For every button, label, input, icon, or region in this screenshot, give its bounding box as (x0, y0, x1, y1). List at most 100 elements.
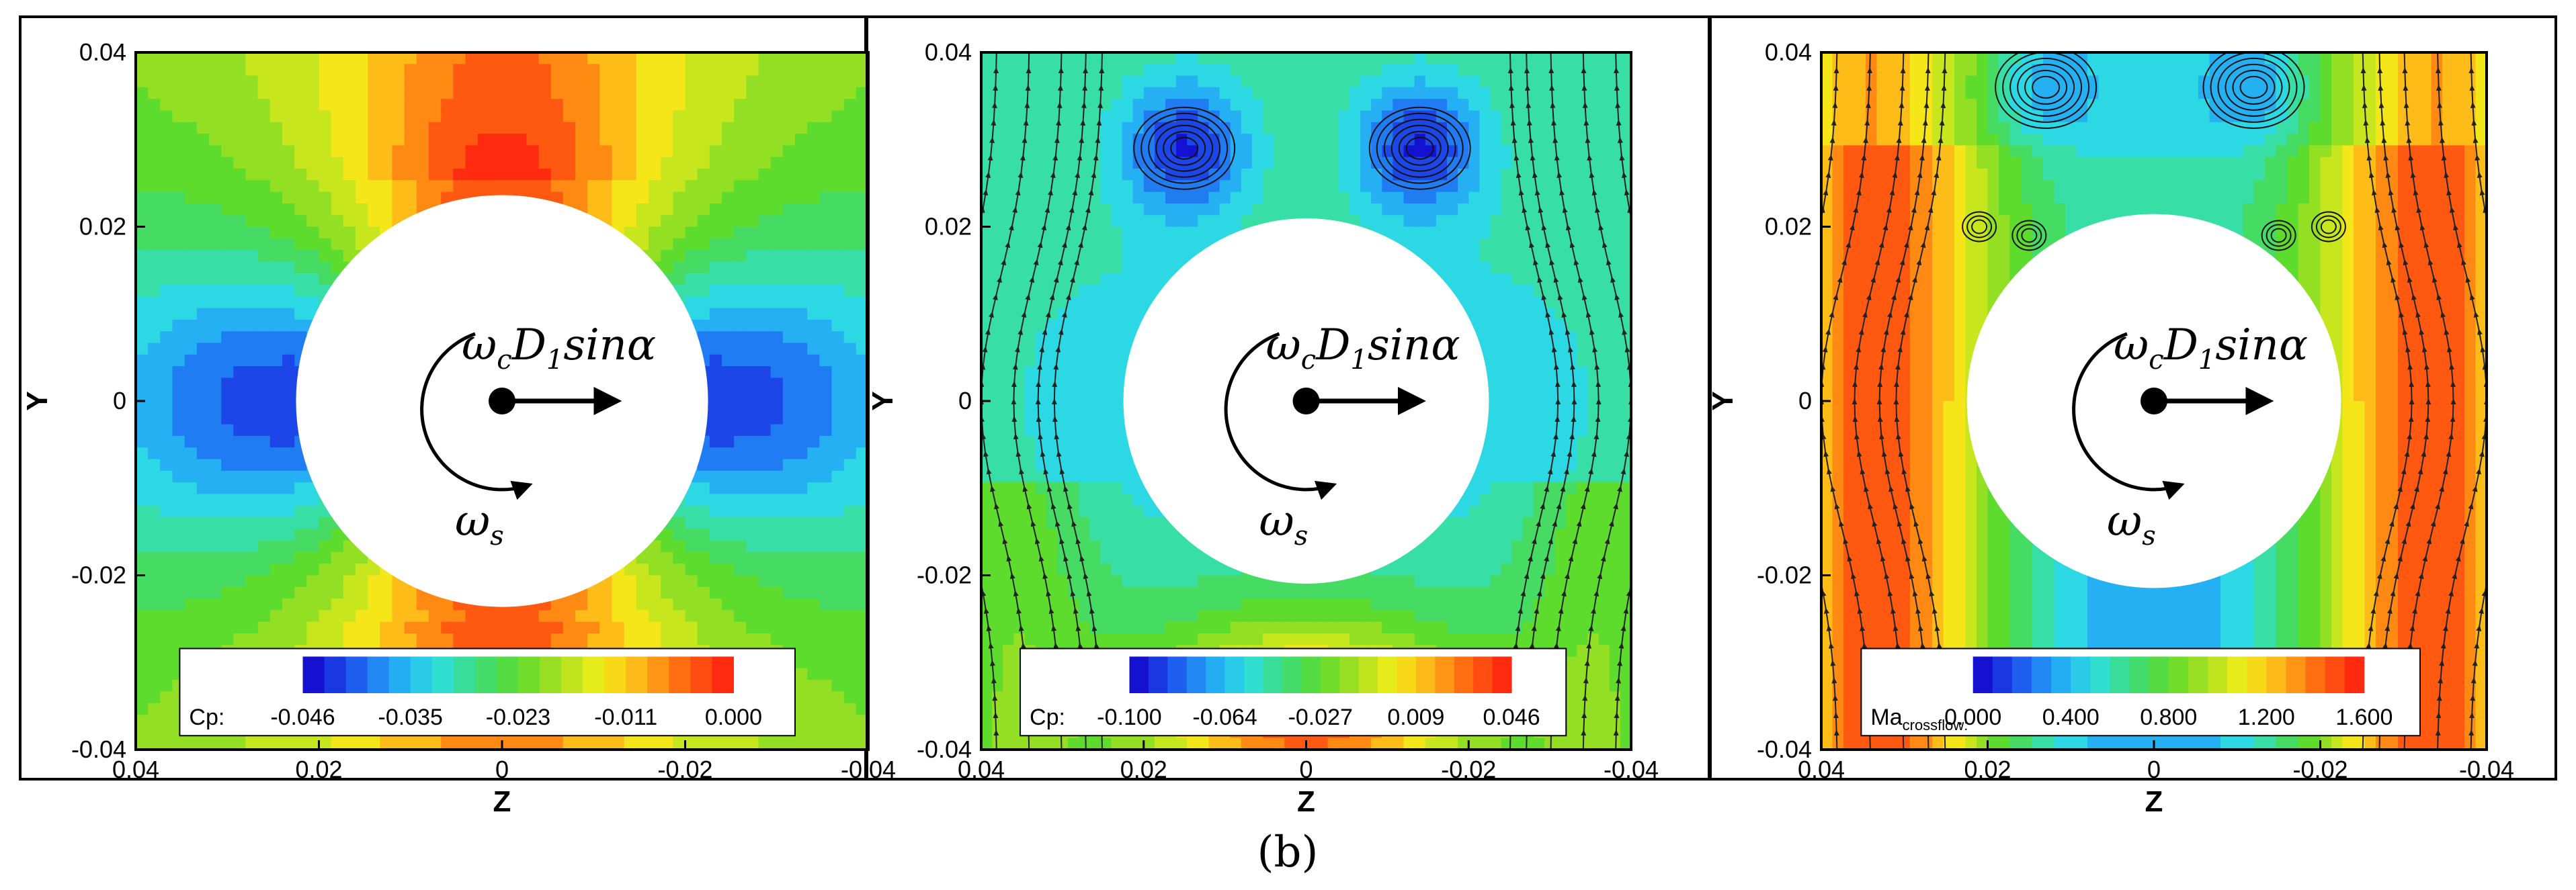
y-tick-label: 0.04 (1765, 38, 1812, 66)
x-tick-label: -0.02 (2292, 756, 2348, 783)
colorbar-swatch (2090, 656, 2110, 693)
vortex-contour (2232, 69, 2276, 105)
streamline (1507, 52, 1561, 750)
colorbar-swatch (2286, 656, 2307, 693)
spin-label: ωs (455, 496, 504, 551)
colorbar-swatch (2344, 656, 2365, 693)
colorbar-legend: Cp: -0.046 -0.035 -0.023 -0.011 0.000 (179, 648, 796, 737)
vortex-contour (2225, 63, 2283, 111)
motion-annotation: ωcD1sinα ωs (420, 320, 656, 551)
colorbar-swatch (712, 656, 734, 693)
colorbar-swatch (1263, 656, 1283, 693)
spin-arrow (1224, 332, 1337, 500)
colorbar-swatch (2227, 656, 2247, 693)
x-tick-label: 0.02 (295, 756, 342, 783)
colorbar-swatch (2266, 656, 2286, 693)
colorbar-swatch (302, 656, 325, 693)
streamlines (1821, 52, 2487, 750)
secondary-vortex (2261, 220, 2296, 251)
colorbar-swatch (2247, 656, 2267, 693)
velocity-label: ωcD1sinα (2114, 320, 2308, 375)
secondary-vortex (2315, 215, 2341, 238)
secondary-vortex (1966, 215, 1993, 238)
secondary-vortex (2016, 224, 2042, 247)
streamline (1821, 52, 1873, 750)
vortex-contour (1133, 106, 1236, 190)
y-tick-label: 0 (113, 387, 126, 414)
y-tick-label: -0.02 (1757, 562, 1812, 589)
y-tick-label: -0.02 (71, 562, 126, 589)
x-tick-label: 0 (2147, 756, 2161, 783)
y-tick-label: -0.04 (71, 736, 126, 763)
colorbar-swatch (410, 656, 433, 693)
x-tick-label: -0.02 (1441, 756, 1496, 783)
spin-arrow (420, 332, 533, 500)
colorbar-tick-label: -0.023 (486, 705, 550, 730)
colorbar-swatch (1435, 656, 1455, 693)
colorbar-swatch (2325, 656, 2345, 693)
colorbar-title: Cp: (1030, 705, 1065, 730)
secondary-vortex (2311, 211, 2346, 242)
y-tick-label: 0.04 (925, 38, 972, 66)
vortex-contour (2239, 75, 2268, 99)
colorbar-swatch (690, 656, 712, 693)
colorbar-swatch (1282, 656, 1302, 693)
vortex-contour (1368, 106, 1471, 190)
colorbar-swatch (2011, 656, 2032, 693)
colorbar-tick-label: 1.200 (2238, 705, 2295, 730)
colorbar-swatch (669, 656, 691, 693)
colorbar-swatch (1206, 656, 1226, 693)
vortex-contour (2002, 52, 2090, 123)
colorbar-swatch (1454, 656, 1474, 693)
colorbar-swatch (1167, 656, 1188, 693)
vortex-contour (2009, 57, 2083, 117)
chart-panel-1: 0.04 0.02 0 -0.02 -0.040.040.020-0.02-0.04ZY… (19, 15, 896, 818)
secondary-vortex (1962, 211, 1997, 242)
colorbar-swatch (1244, 656, 1263, 693)
colorbar-legend: Cp: -0.100 -0.064 -0.027 0.009 0.046 (1020, 648, 1567, 737)
chart-panel-2: 0.04 0.02 0 -0.02 -0.040.040.020-0.02-0.04ZY… (866, 15, 1710, 818)
colorbar-swatch (647, 656, 669, 693)
colorbar-swatch (517, 656, 540, 693)
colorbar-tick-label: -0.064 (1192, 705, 1257, 730)
y-tick-label: -0.02 (917, 562, 972, 589)
vortex-contour (2017, 63, 2075, 111)
y-tick-label: 0.04 (79, 38, 126, 66)
vortex-contour (2032, 75, 2061, 99)
colorbar-tick-label: -0.035 (378, 705, 443, 730)
colorbar-swatch (2051, 656, 2071, 693)
x-tick-label: -0.04 (2459, 756, 2514, 783)
colorbar-tick-label: 0.046 (1483, 705, 1540, 730)
colorbar-swatch (626, 656, 648, 693)
colorbar-swatch (453, 656, 476, 693)
colorbar-swatch (1320, 656, 1340, 693)
colorbar-legend: Macrossflow:0.000 0.400 0.800 1.200 1.600 (1860, 648, 2421, 737)
x-tick-label: 0 (1299, 756, 1313, 783)
velocity-label: ωcD1sinα (1266, 320, 1460, 375)
streamline (981, 52, 1032, 750)
y-tick-label: 0.02 (79, 213, 126, 240)
colorbar-swatch (1186, 656, 1206, 693)
colorbar-swatch (604, 656, 626, 693)
y-axis-label: Y (866, 391, 899, 410)
colorbar-swatch (2129, 656, 2150, 693)
colorbar-swatch (1992, 656, 2013, 693)
x-axis-label: Z (1297, 785, 1315, 818)
vortex-contour (1376, 112, 1464, 184)
secondary-vortex (2270, 228, 2287, 243)
y-tick-label: 0 (1798, 387, 1812, 414)
colorbar-swatch (1148, 656, 1168, 693)
colorbar-tick-label: -0.046 (270, 705, 335, 730)
colorbar-swatch (2305, 656, 2326, 693)
colorbar-swatch (496, 656, 519, 693)
colorbar-swatch (1492, 656, 1512, 693)
x-tick-label: -0.04 (1604, 756, 1659, 783)
colorbar-swatch (474, 656, 497, 693)
spin-arrow (2072, 332, 2185, 500)
streamlines (981, 52, 1631, 750)
spin-label: ωs (2107, 496, 2156, 551)
colorbar-swatch (388, 656, 411, 693)
y-tick-label: 0.02 (925, 213, 972, 240)
motion-annotation: ωcD1sinα ωs (1224, 320, 1460, 551)
